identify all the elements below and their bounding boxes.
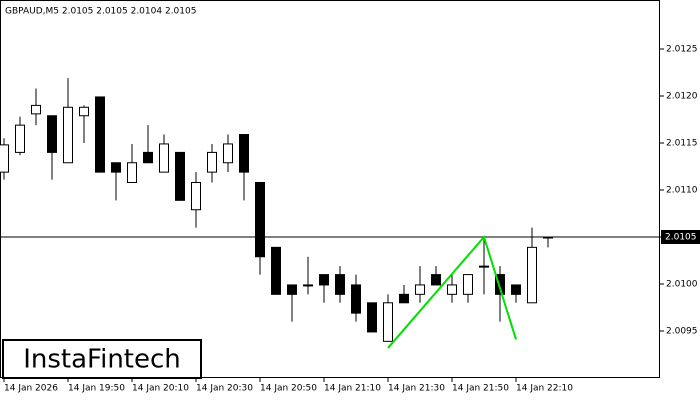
candle-up bbox=[79, 106, 89, 117]
price-label: 2.0105 bbox=[665, 233, 697, 243]
logo: InstaFintech bbox=[23, 345, 181, 375]
pattern-line bbox=[387, 234, 517, 349]
candle-up bbox=[383, 302, 393, 342]
price-label-box bbox=[661, 230, 700, 244]
candle-down bbox=[351, 284, 361, 314]
axes: 2.0095 2.0100 2.0105 2.0110 2.0115 2.0120 2.01… bbox=[3, 45, 700, 394]
x-tick-label: 14 Jan 21:30 bbox=[388, 384, 445, 394]
candle-up bbox=[191, 181, 201, 211]
candle-down bbox=[143, 151, 153, 164]
candle-up bbox=[63, 106, 73, 164]
candle-down bbox=[95, 96, 105, 173]
y-tick-label: 2.0095 bbox=[666, 327, 698, 337]
candle-up bbox=[159, 143, 169, 173]
x-tick-label: 14 Jan 20:10 bbox=[132, 384, 189, 394]
candle-down bbox=[399, 293, 409, 304]
candle-up bbox=[463, 274, 473, 295]
x-tick-label: 14 Jan 2026 bbox=[4, 384, 58, 394]
x-tick-label: 14 Jan 19:50 bbox=[68, 384, 125, 394]
candle-up bbox=[207, 151, 217, 173]
candle-down bbox=[239, 134, 249, 173]
candle-up bbox=[127, 162, 137, 183]
candle-up bbox=[415, 284, 425, 295]
candle-up bbox=[447, 284, 457, 295]
candle-down bbox=[367, 302, 377, 333]
candle-down bbox=[111, 162, 121, 173]
candle-down bbox=[255, 181, 265, 258]
y-tick-label: 2.0120 bbox=[666, 92, 698, 102]
y-tick-label: 2.0115 bbox=[666, 139, 698, 149]
candle-down bbox=[319, 274, 329, 286]
candle-up bbox=[479, 265, 489, 268]
candle-down bbox=[335, 274, 345, 295]
candle-down bbox=[175, 151, 185, 201]
candle-up bbox=[31, 104, 41, 115]
x-tick-label: 14 Jan 20:30 bbox=[196, 384, 253, 394]
candle-up bbox=[223, 143, 233, 164]
y-tick-label: 2.0125 bbox=[666, 45, 698, 55]
plot bbox=[0, 78, 660, 349]
candle-down bbox=[511, 284, 521, 295]
candle-up bbox=[303, 284, 313, 287]
x-tick-label: 14 Jan 21:10 bbox=[324, 384, 381, 394]
candle-down bbox=[47, 115, 57, 153]
x-tick-label: 14 Jan 20:50 bbox=[260, 384, 317, 394]
y-tick-label: 2.0100 bbox=[666, 280, 698, 290]
logo-box bbox=[2, 339, 202, 379]
candle-down bbox=[287, 284, 297, 295]
chart-title: GBPAUD,M5 2.0105 2.0105 2.0104 2.0105 bbox=[5, 7, 196, 17]
candle-up bbox=[0, 144, 9, 173]
candle-down bbox=[431, 274, 441, 286]
x-tick-label: 14 Jan 22:10 bbox=[516, 384, 573, 394]
x-tick-label: 14 Jan 21:50 bbox=[452, 384, 509, 394]
plot-area bbox=[0, 0, 660, 378]
y-tick-label: 2.0110 bbox=[666, 186, 698, 196]
candle-up bbox=[15, 124, 25, 153]
candle-down bbox=[495, 274, 505, 295]
candle-up bbox=[527, 246, 537, 304]
candle-down bbox=[271, 246, 281, 295]
